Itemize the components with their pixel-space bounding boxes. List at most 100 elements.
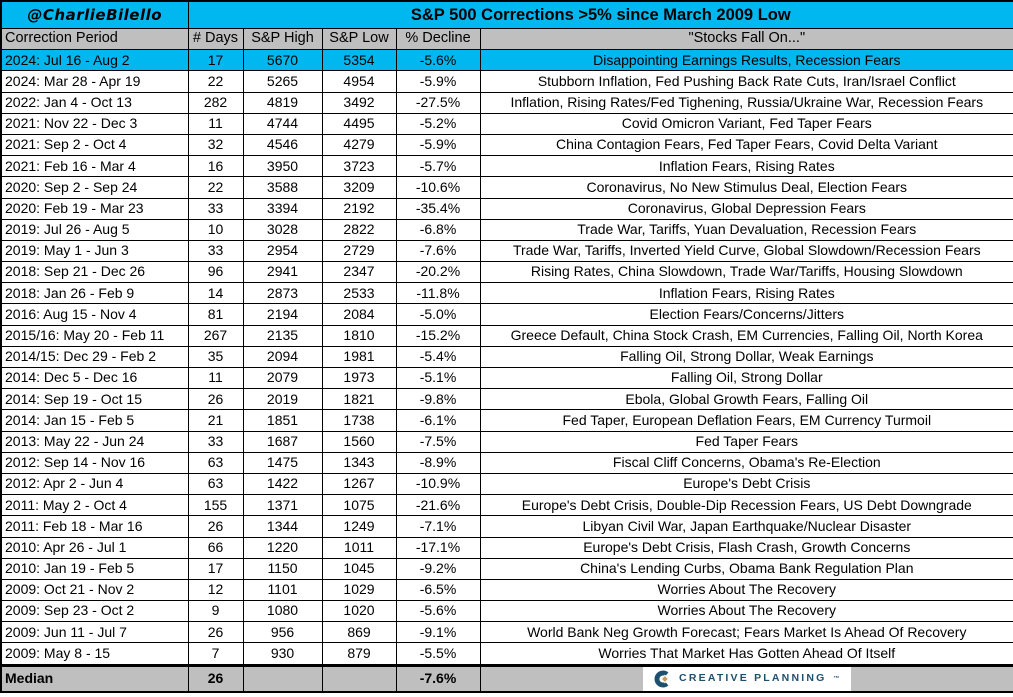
- period-cell: 2011: May 2 - Oct 4: [0, 494, 189, 517]
- reason-cell: Coronavirus, No New Stimulus Deal, Elect…: [479, 176, 1013, 199]
- col-header-days: # Days: [187, 27, 244, 51]
- days-cell: 282: [187, 91, 244, 114]
- decline-cell: -7.1%: [395, 515, 481, 538]
- median-high: [242, 663, 323, 693]
- days-cell: 22: [187, 176, 244, 199]
- sp-low-cell: 2084: [321, 303, 397, 326]
- sp-low-cell: 1020: [321, 600, 397, 623]
- period-cell: 2016: Aug 15 - Nov 4: [0, 303, 189, 326]
- days-cell: 26: [187, 388, 244, 411]
- table-row: 2020: Sep 2 - Sep 24 22 3588 3209 -10.6% Coro…: [0, 176, 1013, 199]
- sp-high-cell: 1851: [242, 409, 323, 432]
- table-row: 2014/15: Dec 29 - Feb 2 35 2094 1981 -5.4% Fa…: [0, 345, 1013, 369]
- sp-low-cell: 3492: [321, 91, 397, 114]
- decline-cell: -21.6%: [395, 494, 481, 517]
- days-cell: 16: [187, 155, 244, 178]
- table-row: 2009: May 8 - 15 7 930 879 -5.5% Worries That…: [0, 642, 1013, 666]
- reason-cell: Covid Omicron Variant, Fed Taper Fears: [479, 112, 1013, 135]
- attribution-handle: @CharlieBilello: [0, 0, 189, 29]
- table-row: 2010: Apr 26 - Jul 1 66 1220 1011 -17.1% Euro…: [0, 536, 1013, 559]
- decline-cell: -5.0%: [395, 303, 481, 326]
- decline-cell: -9.1%: [395, 621, 481, 644]
- creative-planning-logo: CREATIVE PLANNING ™: [643, 668, 851, 691]
- sp-high-cell: 1101: [242, 578, 323, 602]
- sp-high-cell: 1080: [242, 600, 323, 623]
- sp-low-cell: 1973: [321, 366, 397, 390]
- table-row: 2019: May 1 - Jun 3 33 2954 2729 -7.6% Trade …: [0, 239, 1013, 263]
- table-row: 2009: Jun 11 - Jul 7 26 956 869 -9.1% World B…: [0, 621, 1013, 644]
- days-cell: 33: [187, 239, 244, 263]
- period-cell: 2009: May 8 - 15: [0, 642, 189, 666]
- decline-cell: -5.5%: [395, 642, 481, 666]
- sp-high-cell: 4546: [242, 133, 323, 157]
- days-cell: 33: [187, 197, 244, 220]
- page-title: S&P 500 Corrections >5% since March 2009…: [187, 0, 1013, 29]
- sp-low-cell: 4954: [321, 70, 397, 93]
- sp-low-cell: 1045: [321, 557, 397, 580]
- sp-low-cell: 3209: [321, 176, 397, 199]
- sp-low-cell: 4495: [321, 112, 397, 135]
- decline-cell: -5.1%: [395, 366, 481, 390]
- sp-high-cell: 5670: [242, 49, 323, 72]
- sp-high-cell: 1220: [242, 536, 323, 559]
- table-row: 2014: Jan 15 - Feb 5 21 1851 1738 -6.1% Fed T…: [0, 409, 1013, 432]
- decline-cell: -5.6%: [395, 49, 481, 72]
- sp-high-cell: 2194: [242, 303, 323, 326]
- days-cell: 155: [187, 494, 244, 517]
- decline-cell: -10.6%: [395, 176, 481, 199]
- decline-cell: -6.8%: [395, 218, 481, 241]
- reason-cell: Inflation Fears, Rising Rates: [479, 155, 1013, 178]
- decline-cell: -17.1%: [395, 536, 481, 559]
- table-row: 2009: Oct 21 - Nov 2 12 1101 1029 -6.5% Worri…: [0, 578, 1013, 602]
- period-cell: 2009: Oct 21 - Nov 2: [0, 578, 189, 602]
- sp-high-cell: 2019: [242, 388, 323, 411]
- days-cell: 22: [187, 70, 244, 93]
- sp-low-cell: 1981: [321, 345, 397, 369]
- sp-high-cell: 2135: [242, 324, 323, 347]
- days-cell: 66: [187, 536, 244, 559]
- table-row: 2018: Jan 26 - Feb 9 14 2873 2533 -11.8% Infl…: [0, 282, 1013, 305]
- reason-cell: Europe's Debt Crisis, Double-Dip Recessi…: [479, 494, 1013, 517]
- period-cell: 2012: Sep 14 - Nov 16: [0, 451, 189, 474]
- reason-cell: Worries About The Recovery: [479, 578, 1013, 602]
- table-row: 2024: Mar 28 - Apr 19 22 5265 4954 -5.9% Stub…: [0, 70, 1013, 93]
- period-cell: 2014: Dec 5 - Dec 16: [0, 366, 189, 390]
- decline-cell: -5.9%: [395, 70, 481, 93]
- table-row: 2014: Dec 5 - Dec 16 11 2079 1973 -5.1% Falli…: [0, 366, 1013, 390]
- sp-low-cell: 869: [321, 621, 397, 644]
- reason-cell: Election Fears/Concerns/Jitters: [479, 303, 1013, 326]
- sp-low-cell: 2347: [321, 261, 397, 284]
- period-cell: 2021: Nov 22 - Dec 3: [0, 112, 189, 135]
- days-cell: 63: [187, 451, 244, 474]
- period-cell: 2011: Feb 18 - Mar 16: [0, 515, 189, 538]
- days-cell: 17: [187, 557, 244, 580]
- sp-high-cell: 1150: [242, 557, 323, 580]
- days-cell: 11: [187, 366, 244, 390]
- period-cell: 2022: Jan 4 - Oct 13: [0, 91, 189, 114]
- column-header-row: Correction Period # Days S&P High S&P Lo…: [0, 27, 1013, 51]
- table-row: 2021: Nov 22 - Dec 3 11 4744 4495 -5.2% Covid…: [0, 112, 1013, 135]
- reason-cell: Trade War, Tariffs, Yuan Devaluation, Re…: [479, 218, 1013, 241]
- period-cell: 2018: Jan 26 - Feb 9: [0, 282, 189, 305]
- period-cell: 2012: Apr 2 - Jun 4: [0, 472, 189, 496]
- median-decline: -7.6%: [395, 663, 481, 693]
- reason-cell: World Bank Neg Growth Forecast; Fears Ma…: [479, 621, 1013, 644]
- decline-cell: -9.2%: [395, 557, 481, 580]
- decline-cell: -8.9%: [395, 451, 481, 474]
- sp-low-cell: 2822: [321, 218, 397, 241]
- decline-cell: -11.8%: [395, 282, 481, 305]
- table-row: 2021: Sep 2 - Oct 4 32 4546 4279 -5.9% China …: [0, 133, 1013, 157]
- days-cell: 96: [187, 261, 244, 284]
- table-row: 2010: Jan 19 - Feb 5 17 1150 1045 -9.2% China…: [0, 557, 1013, 580]
- sp-high-cell: 1344: [242, 515, 323, 538]
- decline-cell: -5.4%: [395, 345, 481, 369]
- period-cell: 2014/15: Dec 29 - Feb 2: [0, 345, 189, 369]
- sp-high-cell: 1371: [242, 494, 323, 517]
- reason-cell: Fiscal Cliff Concerns, Obama's Re-Electi…: [479, 451, 1013, 474]
- sp-high-cell: 2094: [242, 345, 323, 369]
- period-cell: 2020: Sep 2 - Sep 24: [0, 176, 189, 199]
- table-row: 2012: Apr 2 - Jun 4 63 1422 1267 -10.9% Europ…: [0, 472, 1013, 496]
- reason-cell: Fed Taper, European Deflation Fears, EM …: [479, 409, 1013, 432]
- title-row: @CharlieBilello S&P 500 Corrections >5% …: [0, 0, 1013, 29]
